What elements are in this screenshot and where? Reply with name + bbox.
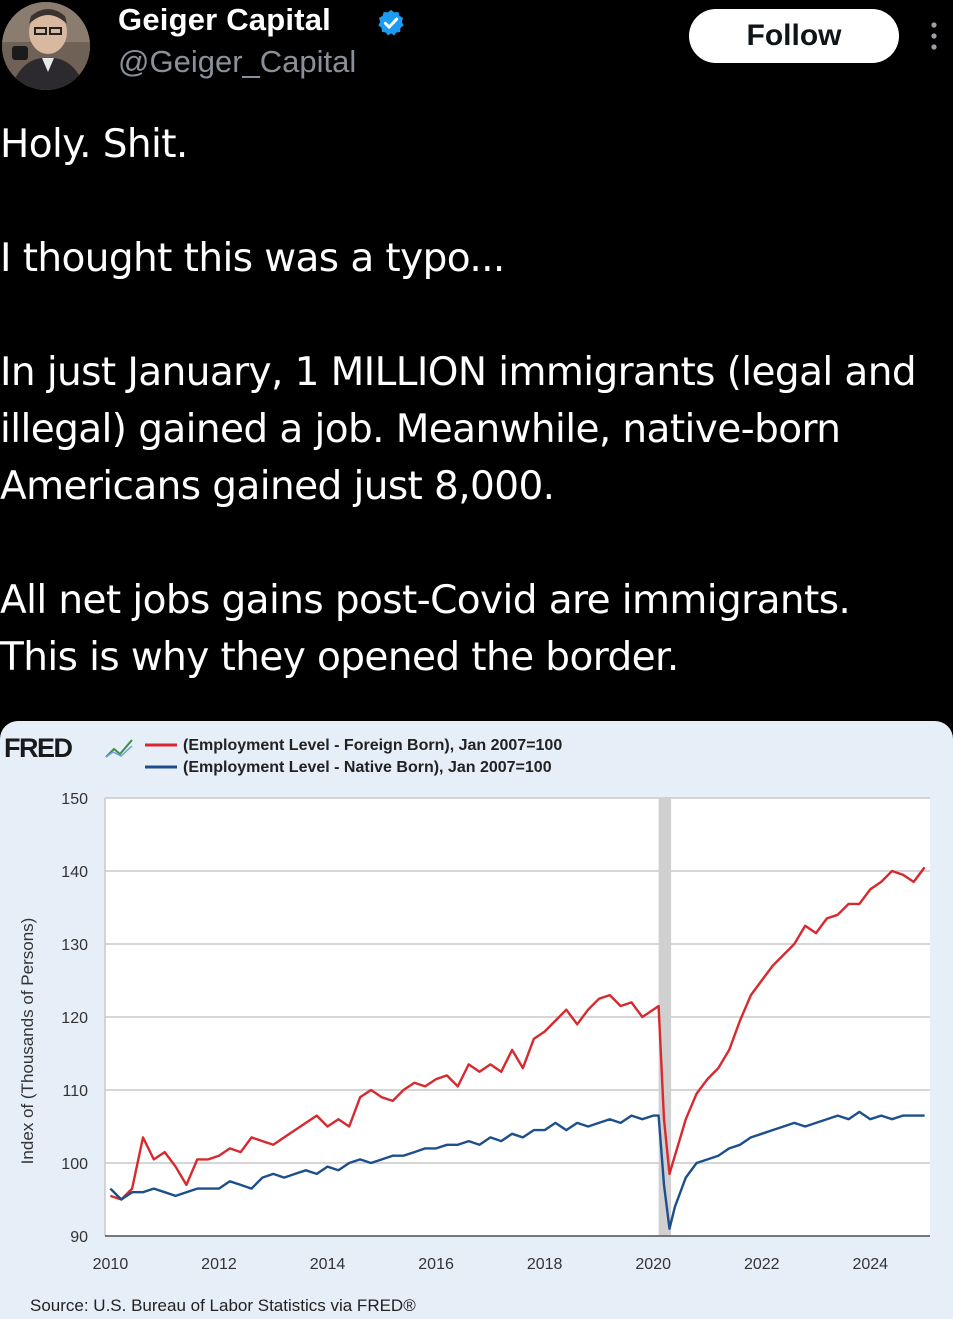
y-tick-label: 140 [61,864,88,881]
chart-source: Source: U.S. Bureau of Labor Statistics … [30,1296,416,1315]
verified-badge-icon [378,9,404,36]
follow-button[interactable]: Follow [689,9,899,63]
y-tick-label: 120 [61,1010,88,1027]
author-handle[interactable]: @Geiger_Capital [118,44,357,79]
y-tick-label: 150 [61,791,88,808]
tweet-line: This is why they opened the border. [0,635,679,680]
x-axis-ticks: 2010 2012 2014 2016 2018 2020 2022 2024 [93,1256,889,1273]
y-axis-ticks: 90 100 110 120 130 140 150 [61,791,88,1246]
tweet-text: Holy. Shit. I thought this was a typo...… [0,116,953,686]
legend-entry: (Employment Level - Foreign Born), Jan 2… [183,737,562,754]
more-options-icon[interactable] [924,18,944,54]
x-tick-label: 2016 [418,1256,454,1273]
x-tick-label: 2022 [744,1256,780,1273]
fred-logo: FRED [4,733,73,763]
tweet-line: Americans gained just 8,000. [0,464,555,509]
recession-band [658,798,672,1236]
author-avatar[interactable] [2,2,90,90]
tweet-line: Holy. Shit. [0,122,188,167]
x-tick-label: 2014 [310,1256,346,1273]
x-tick-label: 2012 [201,1256,237,1273]
chart-legend: (Employment Level - Foreign Born), Jan 2… [145,737,562,776]
y-axis-label: Index of (Thousands of Persons) [18,918,37,1165]
x-tick-label: 2020 [635,1256,671,1273]
x-tick-label: 2010 [93,1256,129,1273]
tweet-line: In just January, 1 MILLION immigrants (l… [0,350,917,395]
legend-entry: (Employment Level - Native Born), Jan 20… [183,759,552,776]
chart-grid [104,797,930,1237]
y-tick-label: 110 [62,1083,88,1100]
chart-image[interactable]: FRED (Employment Level - Foreign Born), … [0,721,953,1319]
avatar-portrait [2,2,90,90]
series-line-native-born [109,1110,925,1230]
y-tick-label: 130 [61,937,88,954]
fred-chart: FRED (Employment Level - Foreign Born), … [4,733,930,1315]
x-tick-label: 2024 [852,1256,888,1273]
chart-plot [109,866,926,1230]
tweet-line: illegal) gained a job. Meanwhile, native… [0,407,841,452]
author-name[interactable]: Geiger Capital [118,2,331,37]
y-tick-label: 90 [70,1229,88,1246]
tweet-line: I thought this was a typo... [0,236,505,281]
fred-logo-icon [105,739,133,758]
y-tick-label: 100 [61,1156,88,1173]
x-tick-label: 2018 [527,1256,563,1273]
series-line-foreign-born [110,866,926,1201]
tweet-line: All net jobs gains post-Covid are immigr… [0,578,851,623]
